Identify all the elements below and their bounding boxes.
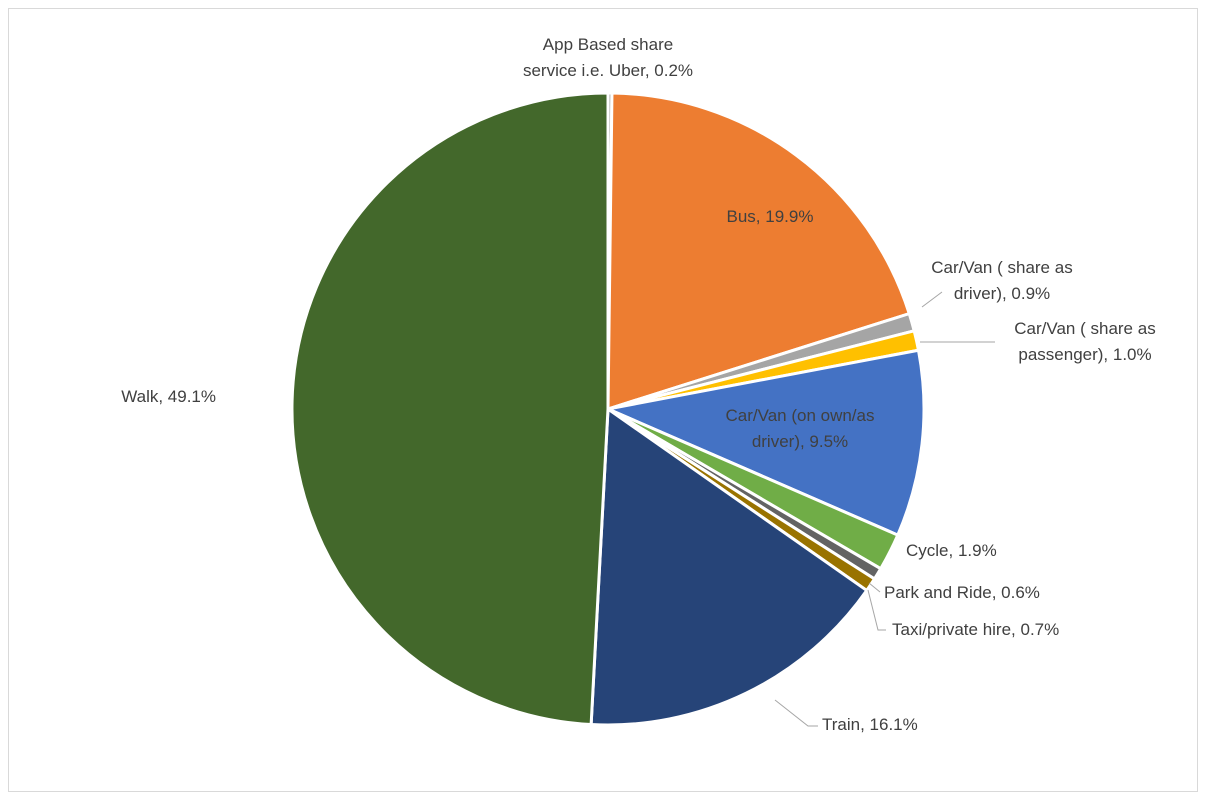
data-label: Walk, 49.1%	[121, 387, 216, 406]
data-label: Car/Van (on own/as driver), 9.5%	[726, 406, 875, 451]
data-label: App Based share service i.e. Uber, 0.2%	[523, 35, 693, 80]
leader-line	[867, 589, 886, 631]
data-label: Taxi/private hire, 0.7%	[892, 620, 1059, 639]
data-label: Bus, 19.9%	[727, 207, 814, 226]
data-label: Cycle, 1.9%	[906, 541, 997, 560]
data-labels: App Based share service i.e. Uber, 0.2% Bu…	[121, 35, 1156, 734]
data-label: Train, 16.1%	[822, 715, 918, 734]
data-label: Park and Ride, 0.6%	[884, 583, 1040, 602]
data-label: Car/Van ( share as driver), 0.9%	[931, 258, 1072, 303]
data-label: Car/Van ( share as passenger), 1.0%	[1014, 319, 1155, 364]
pie-slice-car-van-on-own-as-driver	[606, 348, 926, 537]
leader-line	[774, 699, 818, 727]
pie-slice-train	[589, 407, 869, 727]
leader-line	[868, 582, 881, 593]
pie-slices	[290, 91, 926, 727]
pie-slice-bus	[606, 91, 911, 411]
leader-line	[921, 291, 943, 308]
pie-slice-walk	[290, 91, 610, 727]
leader-lines	[774, 291, 995, 727]
